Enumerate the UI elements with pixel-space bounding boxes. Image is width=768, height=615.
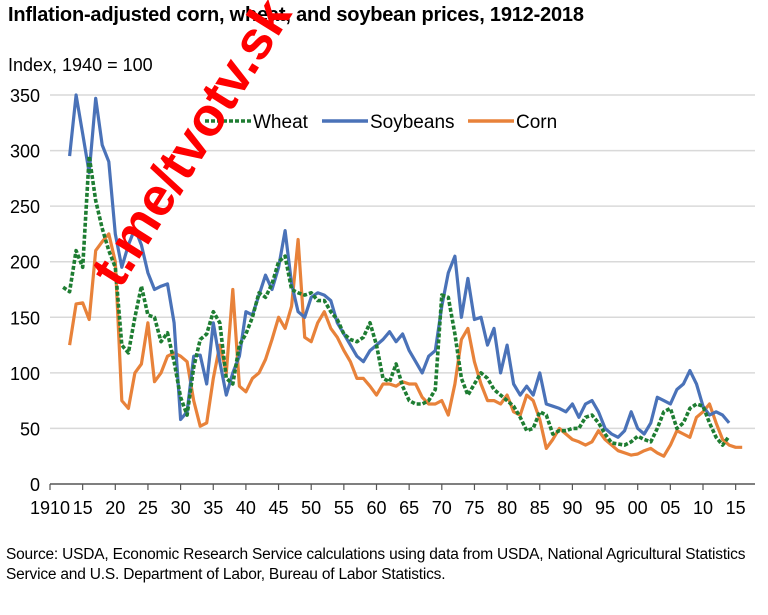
x-axis: 1910 15 20 25 30 35 40 45 50 55 60 65 70 75 80 85 90 95 00… — [30, 483, 755, 518]
x-tick-label: 95 — [595, 498, 615, 518]
y-tick-label: 100 — [10, 364, 40, 384]
source-note: Source: USDA, Economic Research Service … — [6, 546, 746, 583]
x-tick-label: 60 — [366, 498, 386, 518]
x-tick-label: 05 — [660, 498, 680, 518]
y-tick-label: 200 — [10, 253, 40, 273]
y-tick-label: 50 — [20, 419, 40, 439]
y-axis-ticks: 0 50 100 150 200 250 300 350 — [10, 86, 40, 495]
x-tick-label: 85 — [530, 498, 550, 518]
x-tick-label: 15 — [726, 498, 746, 518]
x-tick-label: 80 — [497, 498, 517, 518]
x-tick-label: 75 — [464, 498, 484, 518]
x-tick-label: 25 — [138, 498, 158, 518]
x-tick-label: 70 — [432, 498, 452, 518]
series-line-corn — [68, 232, 743, 458]
y-tick-label: 350 — [10, 86, 40, 106]
x-tick-label: 15 — [73, 498, 93, 518]
x-tick-label: 20 — [105, 498, 125, 518]
y-tick-label: 150 — [10, 308, 40, 328]
x-tick-label: 10 — [693, 498, 713, 518]
x-tick-label: 1910 — [30, 498, 70, 518]
legend: Wheat Soybeans Corn — [205, 112, 557, 133]
x-tick-label: 65 — [399, 498, 419, 518]
watermark: t.me/tvotv.sk — [79, 0, 303, 296]
y-tick-label: 300 — [10, 142, 40, 162]
legend-label-wheat: Wheat — [253, 112, 309, 133]
x-tick-label: 30 — [171, 498, 191, 518]
y-tick-label: 250 — [10, 197, 40, 217]
y-axis-label: Index, 1940 = 100 — [8, 55, 153, 75]
y-tick-label: 0 — [30, 475, 40, 495]
series-line-wheat — [62, 154, 731, 447]
series-lines — [62, 93, 743, 458]
legend-label-soybeans: Soybeans — [370, 112, 455, 133]
watermark-text: t.me/tvotv.sk — [79, 0, 303, 296]
legend-label-corn: Corn — [516, 112, 557, 133]
x-tick-label: 45 — [269, 498, 289, 518]
x-tick-label: 55 — [334, 498, 354, 518]
x-tick-label: 50 — [301, 498, 321, 518]
series-line-soybeans — [68, 93, 731, 439]
x-tick-label: 00 — [628, 498, 648, 518]
x-tick-label: 90 — [562, 498, 582, 518]
x-tick-label: 35 — [203, 498, 223, 518]
chart-title: Inflation-adjusted corn, wheat, and soyb… — [8, 4, 584, 26]
x-tick-label: 40 — [236, 498, 256, 518]
